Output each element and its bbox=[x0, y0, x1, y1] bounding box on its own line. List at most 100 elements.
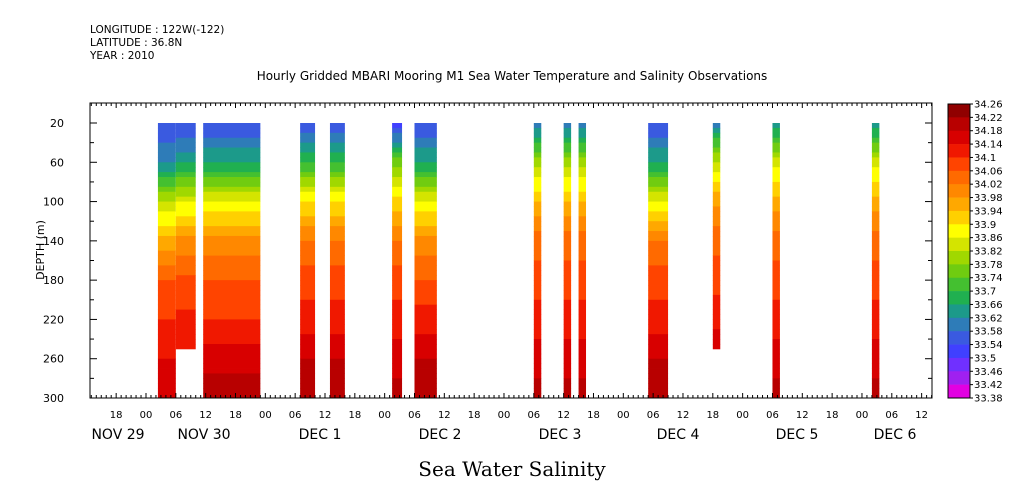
salinity-cell bbox=[300, 235, 316, 242]
salinity-cell bbox=[712, 142, 721, 148]
salinity-cell bbox=[392, 196, 403, 202]
salinity-cell bbox=[300, 196, 316, 202]
salinity-cell bbox=[157, 167, 176, 173]
salinity-cell bbox=[772, 289, 780, 296]
salinity-cell bbox=[300, 191, 316, 198]
salinity-cell bbox=[329, 393, 345, 399]
salinity-cell bbox=[712, 265, 721, 271]
salinity-cell bbox=[157, 339, 176, 345]
salinity-cell bbox=[414, 265, 437, 271]
salinity-cell bbox=[392, 280, 403, 286]
salinity-cell bbox=[871, 265, 880, 271]
salinity-cell bbox=[578, 181, 587, 188]
salinity-cell bbox=[648, 206, 669, 212]
salinity-cell bbox=[414, 231, 437, 237]
legend-swatch bbox=[948, 277, 970, 292]
salinity-cell bbox=[329, 353, 345, 360]
legend-label: 33.86 bbox=[974, 233, 1003, 244]
x-tick-label: 18 bbox=[587, 410, 600, 421]
salinity-cell bbox=[392, 299, 403, 306]
legend-label: 33.78 bbox=[974, 260, 1003, 271]
salinity-cell bbox=[392, 368, 403, 374]
x-tick-label: 12 bbox=[438, 410, 451, 421]
salinity-cell bbox=[414, 147, 437, 153]
salinity-cell bbox=[563, 378, 572, 384]
salinity-cell bbox=[392, 123, 403, 129]
salinity-cell bbox=[871, 343, 880, 350]
x-tick-label: 12 bbox=[677, 410, 690, 421]
salinity-cell bbox=[414, 285, 437, 291]
salinity-column bbox=[712, 123, 721, 350]
salinity-cell bbox=[712, 260, 721, 266]
salinity-cell bbox=[712, 152, 721, 158]
salinity-cell bbox=[578, 250, 587, 256]
salinity-cell bbox=[578, 270, 587, 276]
salinity-cell bbox=[648, 127, 669, 134]
salinity-cell bbox=[712, 157, 721, 163]
salinity-cell bbox=[648, 231, 669, 237]
x-tick-label: 12 bbox=[796, 410, 809, 421]
x-tick-label: 12 bbox=[915, 410, 928, 421]
salinity-cell bbox=[712, 314, 721, 320]
salinity-cell bbox=[648, 211, 669, 217]
salinity-cell bbox=[578, 142, 587, 148]
salinity-cell bbox=[157, 211, 176, 217]
x-tick-label: 06 bbox=[289, 410, 302, 421]
salinity-cell bbox=[175, 123, 196, 129]
salinity-cell bbox=[712, 240, 721, 247]
legend-label: 34.1 bbox=[974, 153, 996, 164]
salinity-cell bbox=[203, 152, 261, 158]
salinity-cell bbox=[203, 270, 261, 276]
salinity-cell bbox=[533, 157, 542, 163]
salinity-cell bbox=[175, 255, 196, 261]
salinity-cell bbox=[871, 314, 880, 320]
salinity-column bbox=[175, 123, 196, 350]
y-tick-label: 140 bbox=[43, 235, 64, 248]
salinity-cell bbox=[175, 299, 196, 306]
salinity-cell bbox=[300, 142, 316, 148]
salinity-cell bbox=[533, 314, 542, 320]
salinity-cell bbox=[175, 231, 196, 237]
salinity-cell bbox=[563, 177, 572, 183]
salinity-cell bbox=[578, 378, 587, 384]
salinity-cell bbox=[392, 378, 403, 384]
salinity-cell bbox=[392, 255, 403, 261]
salinity-cell bbox=[300, 324, 316, 330]
salinity-cell bbox=[329, 167, 345, 173]
salinity-cell bbox=[712, 280, 721, 286]
salinity-cell bbox=[648, 280, 669, 286]
salinity-cell bbox=[203, 132, 261, 139]
x-tick-label: 00 bbox=[378, 410, 391, 421]
salinity-cell bbox=[157, 265, 176, 271]
salinity-cell bbox=[392, 137, 403, 144]
salinity-cell bbox=[329, 270, 345, 276]
salinity-cell bbox=[175, 289, 196, 296]
salinity-cell bbox=[157, 191, 176, 198]
y-tick-label: 100 bbox=[43, 196, 64, 209]
salinity-cell bbox=[157, 353, 176, 360]
salinity-cell bbox=[392, 388, 403, 394]
salinity-cell bbox=[203, 167, 261, 173]
legend-label: 33.7 bbox=[974, 287, 996, 298]
x-tick-label: 00 bbox=[498, 410, 511, 421]
x-axis-label: Sea Water Salinity bbox=[418, 457, 606, 481]
salinity-cell bbox=[563, 255, 572, 261]
salinity-cell bbox=[203, 260, 261, 266]
salinity-cell bbox=[175, 186, 196, 193]
salinity-cell bbox=[392, 250, 403, 256]
legend-label: 33.62 bbox=[974, 313, 1003, 324]
salinity-cell bbox=[392, 265, 403, 271]
salinity-cell bbox=[578, 127, 587, 134]
x-tick-label: 18 bbox=[229, 410, 242, 421]
salinity-column bbox=[414, 123, 437, 399]
latitude-label: LATITUDE : 36.8N bbox=[90, 37, 183, 49]
salinity-cell bbox=[329, 162, 345, 168]
salinity-cell bbox=[175, 294, 196, 301]
salinity-cell bbox=[712, 255, 721, 261]
salinity-cell bbox=[871, 285, 880, 291]
salinity-cell bbox=[392, 324, 403, 330]
salinity-cell bbox=[712, 289, 721, 296]
salinity-cell bbox=[175, 343, 196, 350]
salinity-cell bbox=[712, 132, 721, 139]
salinity-cell bbox=[712, 250, 721, 256]
